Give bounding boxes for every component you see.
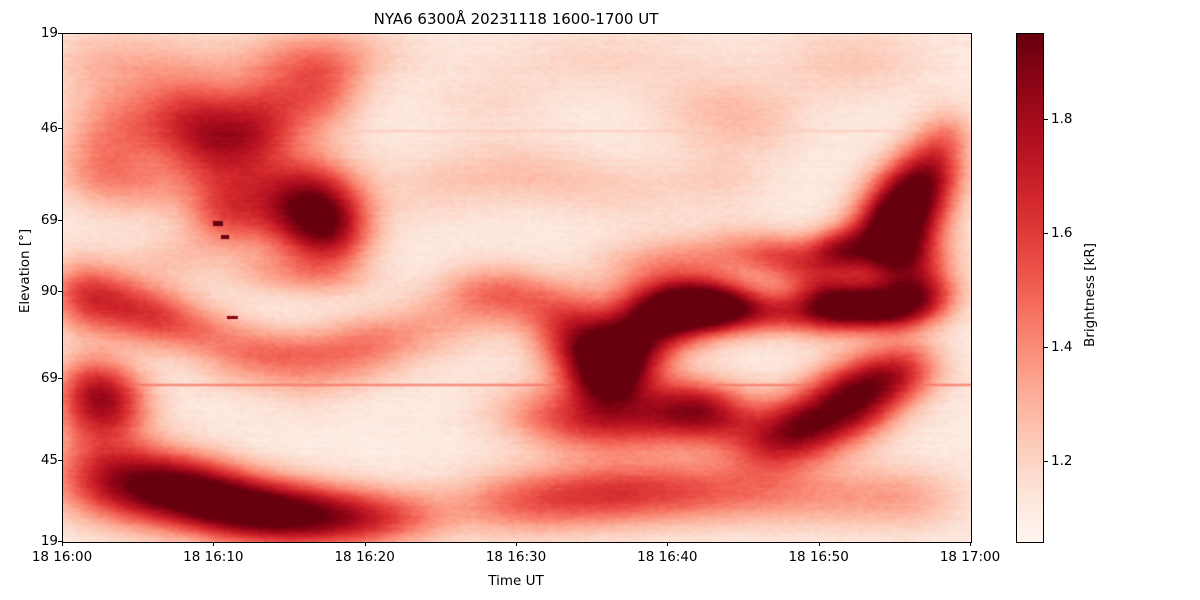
y-tick-label: 69 bbox=[40, 212, 58, 229]
x-tick-label: 18 16:40 bbox=[637, 549, 698, 565]
y-tick-mark bbox=[58, 377, 62, 379]
x-tick-mark bbox=[364, 542, 366, 546]
colorbar bbox=[1016, 33, 1044, 543]
y-tick-mark bbox=[58, 33, 62, 34]
keogram-plot-area bbox=[62, 33, 972, 543]
y-tick-label: 19 bbox=[40, 533, 58, 549]
x-tick-label: 18 16:20 bbox=[334, 549, 395, 565]
y-tick-mark bbox=[58, 541, 62, 542]
colorbar-tick-label: 1.8 bbox=[1051, 110, 1073, 127]
colorbar-tick-label: 1.2 bbox=[1051, 453, 1073, 470]
colorbar-tick-label: 1.6 bbox=[1051, 224, 1073, 241]
y-axis-label: Elevation [°] bbox=[17, 228, 33, 314]
y-tick-mark bbox=[58, 128, 62, 130]
x-tick-label: 18 16:30 bbox=[485, 549, 547, 565]
x-tick-label: 18 17:00 bbox=[939, 549, 1001, 565]
colorbar-tick-mark bbox=[1044, 461, 1048, 463]
colorbar-label: Brightness [kR] bbox=[1082, 243, 1098, 347]
x-axis-label: Time UT bbox=[488, 573, 544, 589]
colorbar-gradient bbox=[1017, 34, 1043, 542]
y-tick-label: 19 bbox=[40, 25, 58, 41]
keogram-heatmap bbox=[63, 34, 971, 542]
x-tick-mark bbox=[62, 542, 63, 546]
y-tick-label: 45 bbox=[40, 452, 58, 469]
x-tick-mark bbox=[818, 542, 820, 546]
x-tick-mark bbox=[213, 542, 215, 546]
y-tick-label: 90 bbox=[40, 283, 58, 299]
y-tick-label: 46 bbox=[40, 120, 58, 137]
colorbar-tick-mark bbox=[1044, 232, 1048, 234]
colorbar-tick-label: 1.4 bbox=[1051, 338, 1073, 355]
colorbar-tick-mark bbox=[1044, 346, 1048, 348]
x-tick-mark bbox=[516, 542, 517, 546]
x-tick-mark bbox=[667, 542, 669, 546]
x-tick-mark bbox=[970, 542, 971, 546]
colorbar-tick-mark bbox=[1044, 118, 1048, 120]
y-tick-mark bbox=[58, 460, 62, 462]
y-tick-mark bbox=[58, 220, 62, 222]
y-tick-mark bbox=[58, 291, 62, 292]
x-tick-label: 18 16:10 bbox=[183, 549, 244, 565]
page-title: NYA6 6300Å 20231118 1600-1700 UT bbox=[373, 10, 659, 28]
x-tick-label: 18 16:50 bbox=[788, 549, 849, 565]
x-tick-label: 18 16:00 bbox=[31, 549, 93, 565]
y-tick-label: 69 bbox=[40, 369, 58, 386]
